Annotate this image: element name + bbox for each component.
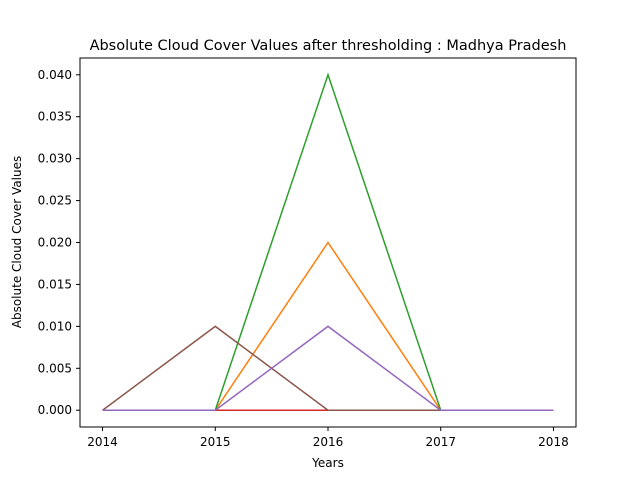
y-tick-label: 0.025 xyxy=(38,194,72,208)
x-axis: 2014 2015 2016 2017 2018 xyxy=(87,427,569,449)
y-tick-label: 0.005 xyxy=(38,361,72,375)
x-tick-label: 2016 xyxy=(313,435,344,449)
plot-area xyxy=(102,72,554,411)
x-tick-label: 2014 xyxy=(87,435,118,449)
x-tick-label: 2018 xyxy=(538,435,569,449)
y-tick-label: 0.030 xyxy=(38,152,72,166)
series-line-5 xyxy=(102,325,554,411)
y-axis-label: Absolute Cloud Cover Values xyxy=(10,156,24,329)
y-axis: 0.000 0.005 0.010 0.015 0.020 0.025 0.030 0.035… xyxy=(38,68,80,417)
x-tick-label: 2015 xyxy=(200,435,231,449)
y-tick-label: 0.015 xyxy=(38,277,72,291)
y-tick-label: 0.040 xyxy=(38,68,72,82)
y-tick-label: 0.000 xyxy=(38,403,72,417)
x-tick-label: 2017 xyxy=(425,435,456,449)
y-tick-label: 0.020 xyxy=(38,236,72,250)
y-tick-label: 0.010 xyxy=(38,319,72,333)
x-axis-label: Years xyxy=(311,456,344,470)
y-tick-label: 0.035 xyxy=(38,110,72,124)
series-line-4 xyxy=(102,325,554,411)
chart-title: Absolute Cloud Cover Values after thresh… xyxy=(90,38,567,54)
